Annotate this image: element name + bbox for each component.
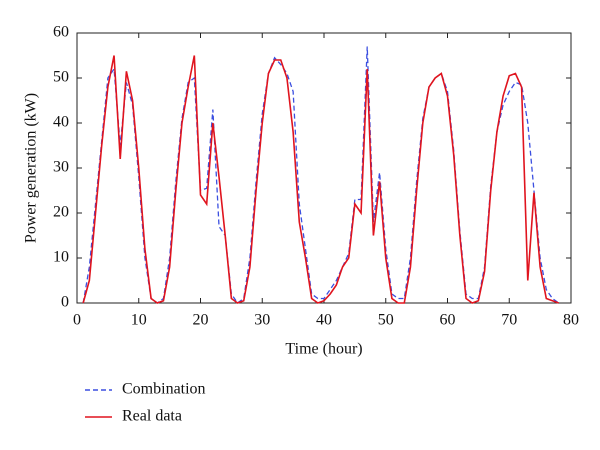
- y-axis-label: Power generation (kW): [23, 93, 40, 243]
- y-tick-label: 20: [53, 204, 69, 221]
- series-line: [82, 55, 559, 304]
- legend-label: Combination: [122, 381, 206, 398]
- y-tick-label: 40: [53, 114, 69, 131]
- x-tick-label: 10: [131, 312, 147, 329]
- x-tick-label: 80: [563, 312, 579, 329]
- plot-frame: [76, 32, 572, 304]
- y-tick-label: 50: [53, 69, 69, 86]
- x-tick-label: 60: [440, 312, 456, 329]
- y-tick-label: 60: [53, 24, 69, 41]
- x-tick-label: 50: [378, 312, 394, 329]
- y-tick-label: 10: [53, 249, 69, 266]
- series-line: [82, 46, 560, 304]
- legend-label: Real data: [122, 408, 182, 425]
- x-tick-label: 20: [193, 312, 209, 329]
- y-tick-label: 30: [53, 159, 69, 176]
- x-tick-label: 70: [501, 312, 517, 329]
- x-axis-label: Time (hour): [285, 341, 362, 358]
- x-tick-label: 30: [254, 312, 270, 329]
- x-tick-label: 40: [316, 312, 332, 329]
- y-tick-label: 0: [61, 294, 69, 311]
- x-tick-label: 0: [73, 312, 81, 329]
